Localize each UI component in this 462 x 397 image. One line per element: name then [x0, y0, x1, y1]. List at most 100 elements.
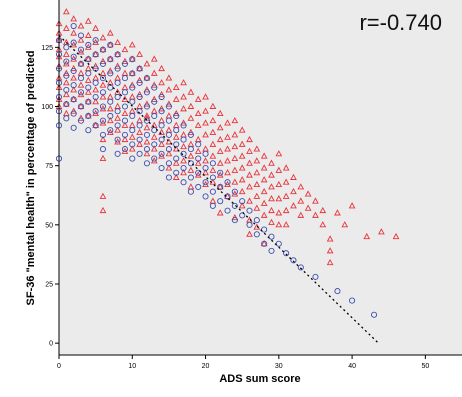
- triangle-point: [172, 83, 180, 91]
- circle-point: [99, 103, 107, 110]
- triangle-point: [326, 258, 334, 266]
- circle-point: [99, 75, 107, 82]
- triangle-point: [209, 128, 217, 135]
- triangle-point: [128, 41, 136, 48]
- triangle-point: [231, 154, 239, 162]
- triangle-point: [238, 126, 246, 133]
- triangle-point: [121, 95, 129, 102]
- circle-point: [143, 117, 150, 124]
- circle-point: [136, 150, 143, 157]
- circle-point: [114, 136, 121, 143]
- circle-point: [158, 108, 165, 115]
- circle-point: [114, 122, 121, 129]
- circle-point: [202, 150, 209, 157]
- triangle-point: [77, 114, 85, 121]
- triangle-point: [62, 100, 70, 107]
- circle-point: [107, 70, 114, 77]
- circle-point: [129, 141, 136, 148]
- circle-point: [129, 98, 136, 105]
- circle-point: [143, 146, 150, 153]
- circle-point: [165, 160, 172, 167]
- triangle-point: [128, 133, 136, 140]
- circle-point: [77, 103, 85, 110]
- triangle-point: [246, 159, 253, 166]
- triangle-point: [216, 135, 224, 143]
- circle-point: [158, 136, 165, 143]
- triangle-point: [260, 164, 268, 171]
- circle-point: [136, 122, 143, 129]
- triangle-point: [216, 183, 224, 190]
- triangle-point: [99, 57, 107, 64]
- triangle-point: [114, 62, 121, 69]
- circle-point: [129, 56, 136, 63]
- triangle-point: [158, 79, 165, 86]
- circle-point: [114, 108, 121, 115]
- circle-point: [121, 89, 128, 96]
- circle-point: [136, 65, 143, 72]
- circle-point: [195, 169, 202, 176]
- triangle-point: [282, 206, 290, 214]
- triangle-point: [238, 152, 246, 159]
- triangle-point: [143, 150, 151, 157]
- circle-point: [195, 183, 202, 191]
- triangle-point: [282, 164, 290, 171]
- circle-point: [297, 264, 304, 271]
- circle-point: [268, 247, 275, 254]
- triangle-point: [143, 100, 151, 107]
- triangle-point: [187, 114, 195, 121]
- circle-point: [173, 141, 180, 148]
- circle-point: [165, 103, 172, 110]
- circle-point: [143, 89, 150, 96]
- circle-point: [151, 112, 158, 120]
- circle-point: [371, 311, 378, 318]
- triangle-point: [158, 64, 165, 72]
- triangle-point: [121, 135, 129, 143]
- triangle-point: [246, 183, 253, 190]
- x-tick-label: 40: [348, 363, 356, 370]
- y-tick-label: 125: [41, 45, 53, 52]
- circle-point: [129, 127, 136, 134]
- circle-point: [165, 117, 172, 124]
- triangle-point: [187, 152, 195, 159]
- circle-point: [129, 155, 136, 162]
- circle-point: [312, 273, 319, 280]
- triangle-point: [114, 50, 121, 57]
- circle-point: [70, 124, 77, 131]
- y-axis-label: SF-36 "mental health" in percentage of p…: [25, 51, 37, 306]
- triangle-point: [253, 204, 261, 211]
- circle-point: [239, 212, 246, 219]
- triangle-point: [70, 95, 78, 102]
- triangle-point: [224, 145, 231, 152]
- triangle-point: [268, 218, 275, 225]
- triangle-point: [334, 209, 341, 216]
- circle-point: [217, 198, 224, 205]
- circle-point: [187, 146, 194, 153]
- triangle-point: [253, 157, 261, 164]
- circle-point: [143, 131, 150, 138]
- circle-point: [85, 84, 92, 91]
- triangle-point: [187, 128, 195, 135]
- triangle-point: [136, 50, 143, 57]
- circle-point: [70, 67, 77, 75]
- x-tick-label: 20: [202, 363, 210, 370]
- circle-point: [187, 188, 194, 195]
- triangle-point: [121, 121, 129, 128]
- circle-point: [85, 112, 92, 120]
- triangle-point: [128, 69, 136, 76]
- circle-point: [283, 250, 290, 257]
- circle-point: [173, 112, 180, 120]
- triangle-point: [121, 109, 129, 117]
- circle-point: [187, 131, 194, 138]
- triangle-point: [224, 119, 231, 126]
- triangle-point: [165, 138, 173, 145]
- triangle-point: [165, 86, 173, 93]
- triangle-point: [172, 109, 180, 117]
- triangle-point: [253, 180, 261, 188]
- circle-point: [180, 164, 187, 172]
- triangle-point: [150, 81, 158, 88]
- x-ticks: 0 10 20 30 40 50: [57, 355, 429, 370]
- circle-point: [224, 207, 231, 214]
- triangle-point: [392, 232, 400, 240]
- circle-point: [187, 160, 194, 167]
